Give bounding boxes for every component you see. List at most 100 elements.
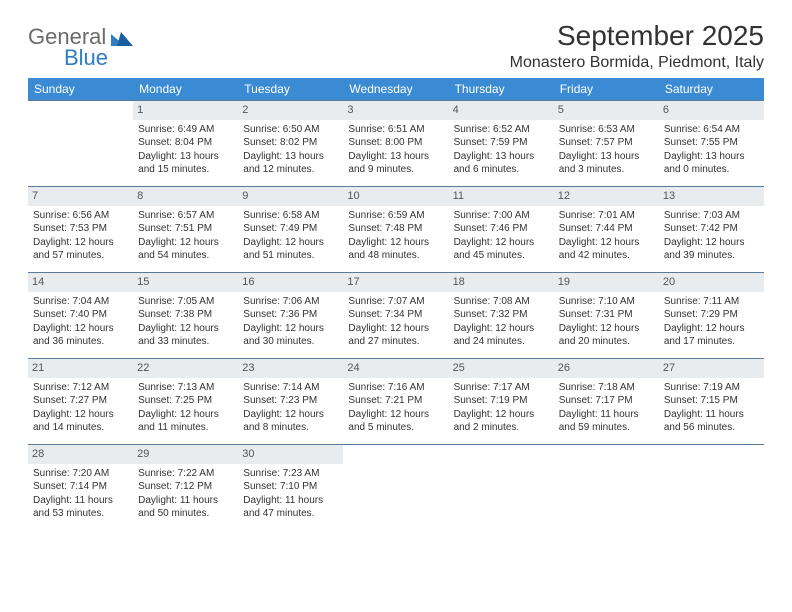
day-number: 16 (238, 273, 343, 292)
day-detail-line: Sunset: 7:25 PM (138, 394, 233, 408)
day-cell: 7Sunrise: 6:56 AMSunset: 7:53 PMDaylight… (28, 187, 133, 273)
week-row: 1Sunrise: 6:49 AMSunset: 8:04 PMDaylight… (28, 101, 764, 187)
day-header-row: Sunday Monday Tuesday Wednesday Thursday… (28, 78, 764, 101)
day-detail-line: and 27 minutes. (348, 335, 443, 349)
day-detail-line: Sunrise: 7:18 AM (559, 381, 654, 395)
header: General Blue September 2025 Monastero Bo… (28, 20, 764, 72)
day-detail-line: Sunset: 7:14 PM (33, 480, 128, 494)
day-detail-line: Sunrise: 7:20 AM (33, 467, 128, 481)
day-cell (343, 445, 448, 531)
day-detail-line: Daylight: 12 hours (33, 236, 128, 250)
day-detail-line: Sunset: 7:19 PM (454, 394, 549, 408)
day-detail-line: Daylight: 12 hours (33, 408, 128, 422)
day-detail-line: and 8 minutes. (243, 421, 338, 435)
day-detail-line: Sunrise: 7:13 AM (138, 381, 233, 395)
day-detail-line: Sunset: 7:48 PM (348, 222, 443, 236)
day-detail-line: Sunset: 7:36 PM (243, 308, 338, 322)
day-cell: 28Sunrise: 7:20 AMSunset: 7:14 PMDayligh… (28, 445, 133, 531)
day-number: 10 (343, 187, 448, 206)
day-detail-line: Daylight: 12 hours (243, 408, 338, 422)
day-detail-line: Daylight: 12 hours (138, 322, 233, 336)
day-detail-line: Sunset: 7:21 PM (348, 394, 443, 408)
day-cell: 24Sunrise: 7:16 AMSunset: 7:21 PMDayligh… (343, 359, 448, 445)
day-detail-line: Sunrise: 7:12 AM (33, 381, 128, 395)
logo-text-block: General Blue (28, 26, 133, 69)
day-cell: 16Sunrise: 7:06 AMSunset: 7:36 PMDayligh… (238, 273, 343, 359)
day-number: 11 (449, 187, 554, 206)
day-cell: 9Sunrise: 6:58 AMSunset: 7:49 PMDaylight… (238, 187, 343, 273)
day-cell: 25Sunrise: 7:17 AMSunset: 7:19 PMDayligh… (449, 359, 554, 445)
day-detail-line: Sunset: 7:34 PM (348, 308, 443, 322)
day-detail-line: Sunrise: 7:11 AM (664, 295, 759, 309)
day-detail-line: and 56 minutes. (664, 421, 759, 435)
day-detail-line: Sunrise: 7:03 AM (664, 209, 759, 223)
title-block: September 2025 Monastero Bormida, Piedmo… (510, 20, 764, 72)
day-detail-line: Sunset: 7:46 PM (454, 222, 549, 236)
day-detail-line: Sunset: 7:42 PM (664, 222, 759, 236)
day-detail-line: and 17 minutes. (664, 335, 759, 349)
day-number: 20 (659, 273, 764, 292)
day-number: 6 (659, 101, 764, 120)
day-cell (659, 445, 764, 531)
day-detail-line: Sunset: 7:55 PM (664, 136, 759, 150)
day-detail-line: and 47 minutes. (243, 507, 338, 521)
day-number: 30 (238, 445, 343, 464)
day-detail-line: Sunset: 7:40 PM (33, 308, 128, 322)
day-detail-line: Sunrise: 6:59 AM (348, 209, 443, 223)
day-detail-line: Sunrise: 6:50 AM (243, 123, 338, 137)
day-cell: 11Sunrise: 7:00 AMSunset: 7:46 PMDayligh… (449, 187, 554, 273)
day-detail-line: Daylight: 13 hours (559, 150, 654, 164)
day-detail-line: Daylight: 12 hours (138, 408, 233, 422)
day-detail-line: and 12 minutes. (243, 163, 338, 177)
week-row: 7Sunrise: 6:56 AMSunset: 7:53 PMDaylight… (28, 187, 764, 273)
day-cell: 26Sunrise: 7:18 AMSunset: 7:17 PMDayligh… (554, 359, 659, 445)
day-number: 29 (133, 445, 238, 464)
day-detail-line: Sunset: 7:27 PM (33, 394, 128, 408)
day-cell (28, 101, 133, 187)
day-detail-line: and 0 minutes. (664, 163, 759, 177)
day-cell: 17Sunrise: 7:07 AMSunset: 7:34 PMDayligh… (343, 273, 448, 359)
day-detail-line: Sunset: 7:38 PM (138, 308, 233, 322)
day-number: 13 (659, 187, 764, 206)
day-cell: 20Sunrise: 7:11 AMSunset: 7:29 PMDayligh… (659, 273, 764, 359)
day-detail-line: and 48 minutes. (348, 249, 443, 263)
day-detail-line: and 15 minutes. (138, 163, 233, 177)
day-detail-line: Sunrise: 6:49 AM (138, 123, 233, 137)
day-detail-line: and 45 minutes. (454, 249, 549, 263)
day-detail-line: Sunrise: 6:53 AM (559, 123, 654, 137)
day-detail-line: Sunset: 7:10 PM (243, 480, 338, 494)
day-cell: 6Sunrise: 6:54 AMSunset: 7:55 PMDaylight… (659, 101, 764, 187)
brand-logo: General Blue (28, 26, 133, 69)
day-number: 8 (133, 187, 238, 206)
day-header: Tuesday (238, 78, 343, 101)
day-detail-line: Sunrise: 7:17 AM (454, 381, 549, 395)
day-detail-line: Sunset: 7:51 PM (138, 222, 233, 236)
day-detail-line: Daylight: 11 hours (138, 494, 233, 508)
day-number: 18 (449, 273, 554, 292)
day-detail-line: Daylight: 12 hours (454, 408, 549, 422)
day-detail-line: and 11 minutes. (138, 421, 233, 435)
day-number: 26 (554, 359, 659, 378)
day-cell: 30Sunrise: 7:23 AMSunset: 7:10 PMDayligh… (238, 445, 343, 531)
day-number: 7 (28, 187, 133, 206)
day-detail-line: Daylight: 11 hours (33, 494, 128, 508)
day-header: Sunday (28, 78, 133, 101)
day-detail-line: and 3 minutes. (559, 163, 654, 177)
day-number: 3 (343, 101, 448, 120)
day-detail-line: and 57 minutes. (33, 249, 128, 263)
day-detail-line: Daylight: 12 hours (138, 236, 233, 250)
day-number: 15 (133, 273, 238, 292)
day-detail-line: and 5 minutes. (348, 421, 443, 435)
day-cell: 29Sunrise: 7:22 AMSunset: 7:12 PMDayligh… (133, 445, 238, 531)
day-cell: 19Sunrise: 7:10 AMSunset: 7:31 PMDayligh… (554, 273, 659, 359)
day-detail-line: Sunset: 7:59 PM (454, 136, 549, 150)
day-detail-line: Sunset: 7:57 PM (559, 136, 654, 150)
day-detail-line: Sunrise: 7:16 AM (348, 381, 443, 395)
day-detail-line: Sunrise: 7:01 AM (559, 209, 654, 223)
day-cell: 3Sunrise: 6:51 AMSunset: 8:00 PMDaylight… (343, 101, 448, 187)
day-detail-line: Sunrise: 7:06 AM (243, 295, 338, 309)
day-detail-line: Sunrise: 6:56 AM (33, 209, 128, 223)
day-detail-line: Daylight: 11 hours (243, 494, 338, 508)
calendar-table: Sunday Monday Tuesday Wednesday Thursday… (28, 78, 764, 531)
day-cell: 15Sunrise: 7:05 AMSunset: 7:38 PMDayligh… (133, 273, 238, 359)
